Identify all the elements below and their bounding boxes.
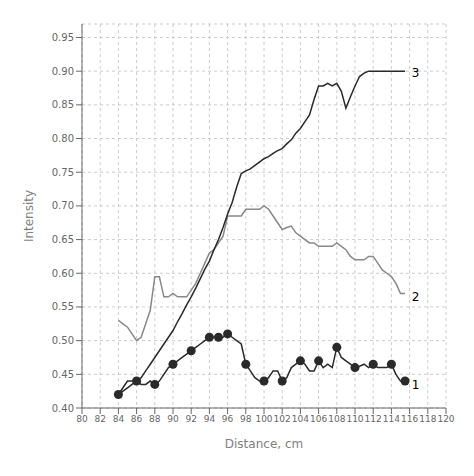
svg-text:100: 100 [255, 414, 272, 424]
svg-text:84: 84 [113, 414, 125, 424]
svg-text:94: 94 [204, 414, 216, 424]
svg-text:80: 80 [76, 414, 88, 424]
svg-text:92: 92 [185, 414, 196, 424]
svg-text:0.70: 0.70 [52, 200, 74, 211]
svg-text:118: 118 [419, 414, 436, 424]
svg-text:0.80: 0.80 [52, 133, 74, 144]
svg-text:Intensity: Intensity [22, 190, 36, 242]
svg-text:110: 110 [346, 414, 363, 424]
svg-text:0.90: 0.90 [52, 66, 74, 77]
svg-text:0.95: 0.95 [52, 32, 74, 43]
svg-text:0.65: 0.65 [52, 234, 74, 245]
svg-text:Distance, cm: Distance, cm [225, 437, 303, 451]
svg-text:112: 112 [365, 414, 382, 424]
svg-text:86: 86 [131, 414, 143, 424]
svg-text:0.45: 0.45 [52, 369, 74, 380]
svg-text:98: 98 [240, 414, 252, 424]
svg-text:96: 96 [222, 414, 234, 424]
svg-text:0.85: 0.85 [52, 99, 74, 110]
svg-text:108: 108 [328, 414, 345, 424]
svg-text:104: 104 [292, 414, 309, 424]
svg-text:88: 88 [149, 414, 161, 424]
svg-text:106: 106 [310, 414, 327, 424]
svg-text:3: 3 [412, 66, 420, 80]
svg-text:2: 2 [412, 290, 420, 304]
svg-text:90: 90 [167, 414, 179, 424]
svg-text:0.50: 0.50 [52, 335, 74, 346]
svg-text:0.40: 0.40 [52, 403, 74, 414]
svg-text:0.75: 0.75 [52, 167, 74, 178]
svg-text:116: 116 [401, 414, 418, 424]
svg-text:0.60: 0.60 [52, 268, 74, 279]
svg-text:1: 1 [412, 378, 420, 392]
svg-text:102: 102 [274, 414, 291, 424]
svg-text:0.55: 0.55 [52, 301, 74, 312]
svg-text:120: 120 [437, 414, 454, 424]
svg-text:114: 114 [383, 414, 400, 424]
svg-text:82: 82 [94, 414, 105, 424]
